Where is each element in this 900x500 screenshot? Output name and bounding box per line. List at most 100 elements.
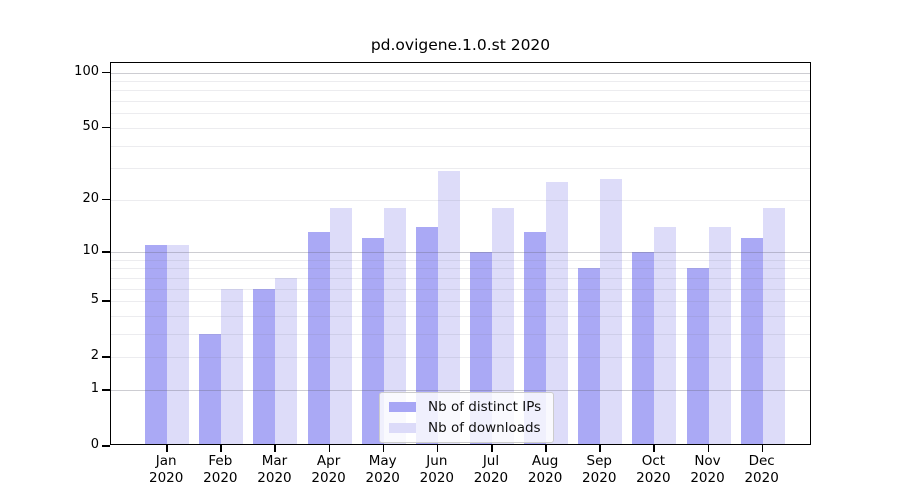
year-label: 2020 — [690, 470, 725, 486]
gridline-minor-90 — [111, 81, 810, 83]
month-label: Oct — [641, 453, 666, 469]
x-tick-mar — [274, 445, 277, 452]
x-tick-label-jan: Jan 2020 — [134, 453, 198, 487]
y-tick-20 — [102, 198, 110, 201]
year-label: 2020 — [149, 470, 184, 486]
plot-area: Nb of distinct IPs Nb of downloads — [110, 62, 811, 445]
legend-item-distinct-ips: Nb of distinct IPs — [389, 399, 541, 415]
month-label: Feb — [208, 453, 233, 469]
x-tick-label-jun: Jun 2020 — [405, 453, 469, 487]
gridline-minor-70 — [111, 101, 810, 103]
y-tick-50 — [102, 126, 110, 129]
bar-jun-downloads — [437, 170, 460, 445]
gridline-minor-3 — [111, 333, 810, 335]
y-tick-label-2: 2 — [90, 348, 99, 364]
bar-jul-downloads — [491, 207, 514, 445]
year-label: 2020 — [582, 470, 617, 486]
x-tick-jun — [436, 445, 439, 452]
bar-nov-distinct-ips — [686, 268, 709, 445]
bar-mar-downloads — [275, 277, 298, 445]
bar-may-distinct-ips — [361, 238, 384, 445]
bar-aug-distinct-ips — [524, 232, 547, 445]
month-label: Nov — [694, 453, 721, 469]
bar-oct-distinct-ips — [632, 251, 655, 445]
x-tick-jan — [166, 445, 168, 452]
x-tick-label-may: May 2020 — [351, 453, 415, 487]
gridline-minor-50 — [111, 127, 810, 129]
x-tick-label-apr: Apr 2020 — [297, 453, 361, 487]
gridline-minor-60 — [111, 113, 810, 115]
bar-sep-downloads — [600, 179, 623, 445]
y-tick-label-50: 50 — [82, 118, 99, 134]
month-label: Mar — [261, 453, 288, 469]
gridline-minor-6 — [111, 288, 810, 290]
legend-swatch-downloads — [389, 423, 416, 433]
month-label: Jan — [155, 453, 177, 469]
x-tick-label-dec: Dec 2020 — [730, 453, 794, 487]
year-label: 2020 — [203, 470, 238, 486]
bar-jan-downloads — [167, 244, 190, 445]
gridline-minor-40 — [111, 145, 810, 147]
year-label: 2020 — [419, 470, 455, 486]
year-label: 2020 — [473, 470, 509, 486]
x-tick-label-sep: Sep 2020 — [567, 453, 631, 487]
y-tick-5 — [102, 300, 110, 302]
year-label: 2020 — [311, 470, 346, 486]
bar-apr-downloads — [329, 207, 352, 445]
gridline-minor-4 — [111, 315, 810, 317]
x-tick-label-nov: Nov 2020 — [676, 453, 740, 487]
gridline-minor-5 — [111, 301, 810, 303]
bar-dec-distinct-ips — [740, 238, 763, 445]
y-tick-10 — [102, 250, 110, 253]
x-tick-jul — [490, 445, 493, 452]
chart-title: pd.ovigene.1.0.st 2020 — [370, 36, 551, 54]
y-tick-label-1: 1 — [90, 380, 99, 396]
gridline-minor-80 — [111, 90, 810, 92]
bar-mar-distinct-ips — [253, 288, 276, 445]
bar-jan-distinct-ips — [145, 244, 168, 445]
month-label: May — [368, 453, 397, 469]
bar-apr-distinct-ips — [307, 232, 330, 445]
bar-oct-downloads — [654, 226, 677, 445]
gridline-minor-20 — [111, 199, 810, 201]
gridline-major-1 — [111, 389, 810, 391]
month-label: Sep — [586, 453, 612, 469]
x-tick-label-jul: Jul 2020 — [459, 453, 523, 487]
gridline-minor-2 — [111, 357, 810, 359]
x-tick-label-feb: Feb 2020 — [188, 453, 252, 487]
y-tick-label-5: 5 — [90, 292, 99, 308]
x-tick-feb — [220, 445, 222, 452]
y-tick-0 — [102, 445, 110, 447]
x-tick-nov — [707, 445, 710, 452]
month-label: Jun — [426, 453, 448, 469]
gridline-minor-8 — [111, 268, 810, 270]
year-label: 2020 — [365, 470, 400, 486]
x-tick-label-mar: Mar 2020 — [242, 453, 306, 487]
month-label: Apr — [316, 453, 341, 469]
legend-label-downloads: Nb of downloads — [428, 420, 541, 436]
y-tick-label-10: 10 — [82, 242, 99, 258]
x-tick-sep — [599, 445, 601, 452]
bar-aug-downloads — [546, 182, 569, 445]
x-tick-apr — [328, 445, 331, 452]
gridline-minor-7 — [111, 277, 810, 279]
y-tick-1 — [102, 388, 110, 391]
year-label: 2020 — [744, 470, 779, 486]
x-tick-may — [382, 445, 385, 452]
y-tick-label-0: 0 — [90, 437, 99, 452]
y-tick-100 — [102, 71, 110, 74]
bar-sep-distinct-ips — [578, 268, 601, 445]
y-tick-2 — [102, 356, 110, 358]
year-label: 2020 — [257, 470, 292, 486]
x-tick-label-oct: Oct 2020 — [621, 453, 685, 487]
gridline-minor-9 — [111, 259, 810, 261]
y-tick-label-20: 20 — [82, 190, 99, 206]
bar-feb-distinct-ips — [199, 333, 222, 445]
month-label: Aug — [531, 453, 559, 469]
gridline-minor-30 — [111, 168, 810, 170]
bar-nov-downloads — [708, 226, 731, 445]
x-tick-dec — [761, 445, 764, 452]
x-tick-oct — [653, 445, 655, 452]
year-label: 2020 — [527, 470, 563, 486]
